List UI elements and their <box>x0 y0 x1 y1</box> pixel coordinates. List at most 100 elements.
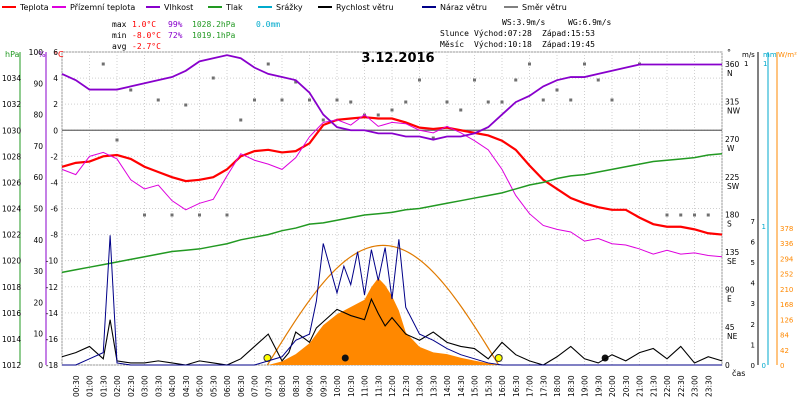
tick-time: 11:30 <box>374 375 383 397</box>
solar-max-curve <box>266 244 499 366</box>
wind-dir-mark <box>610 98 614 102</box>
wind-dir-mark <box>514 78 518 82</box>
wind-dir-mark <box>156 98 160 102</box>
tick-time: 07:30 <box>264 375 273 397</box>
tick-temp: -14 <box>46 309 58 318</box>
tick-time: 08:30 <box>292 375 301 397</box>
axis-unit-ms: m/s <box>742 51 755 59</box>
tick-dir-label: NE <box>727 332 738 341</box>
tick-dir-value: 180 <box>725 210 740 219</box>
wind-dir-mark <box>431 136 435 140</box>
axes: hPa% °C1034103210301028102610241022102010… <box>2 48 797 397</box>
tick-ms: 6 <box>751 238 756 246</box>
wind-dir-mark <box>445 100 449 104</box>
axis-unit-pct: % <box>38 50 46 59</box>
legend-label: Tlak <box>225 3 243 12</box>
tick-time: 01:00 <box>86 375 95 397</box>
series-lines <box>61 54 723 366</box>
stat-max-press: 1028.2hPa <box>192 20 236 29</box>
tick-temp: 2 <box>53 100 58 109</box>
tick-time: 04:30 <box>182 375 191 397</box>
moonrise-marker <box>341 354 349 362</box>
series-tlak <box>61 152 723 274</box>
tick-dir-label: NW <box>727 107 741 116</box>
tick-pct: 20 <box>33 298 43 307</box>
stat-min-label: min <box>112 31 127 40</box>
legend-label: Přízemní teplota <box>70 3 135 12</box>
stat-max-rain: 0.0mm <box>256 20 280 29</box>
tick-dir-value: 45 <box>725 323 735 332</box>
tick-temp: -8 <box>51 231 59 240</box>
tick-time: 13:30 <box>429 375 438 397</box>
wind-dir-mark <box>115 138 119 142</box>
solar-radiation <box>263 244 609 366</box>
tick-time: 18:30 <box>567 375 576 397</box>
tick-dir-value: 0 <box>725 361 730 370</box>
legend-bg <box>0 0 800 14</box>
wind-dir-mark <box>211 76 215 80</box>
tick-hpa: 1014 <box>2 335 21 344</box>
tick-temp: 0 <box>53 126 58 135</box>
tick-temp: -18 <box>46 361 58 370</box>
solar-area <box>268 278 500 365</box>
series-rychlost-větru <box>61 297 723 366</box>
tick-pct: 10 <box>33 330 43 339</box>
tick-time: 09:30 <box>319 375 328 397</box>
tick-time: 03:30 <box>154 375 163 397</box>
tick-ms-top: 1 <box>744 60 748 68</box>
tick-time: 04:00 <box>168 375 177 397</box>
tick-temp: -16 <box>46 335 58 344</box>
tick-time: 08:00 <box>278 375 287 397</box>
tick-ms: 1 <box>751 341 755 349</box>
axis-unit-dir: ° <box>727 48 731 57</box>
tick-time: 05:00 <box>196 375 205 397</box>
wind-dir-mark <box>280 98 284 102</box>
tick-pct: 100 <box>29 48 44 57</box>
wind-dir-mark <box>376 113 380 117</box>
wind-dir-mark <box>486 100 490 104</box>
tick-hpa: 1022 <box>2 231 21 240</box>
legend: Teplota Přízemní teplota Vlhkost Tlak Srážky… <box>0 0 800 14</box>
tick-pct: 40 <box>33 236 43 245</box>
legend-label: Rychlost větru <box>336 3 393 12</box>
tick-time: 15:30 <box>484 375 493 397</box>
wind-dir-mark <box>569 98 573 102</box>
tick-dir-value: 135 <box>725 248 740 257</box>
tick-time: 14:00 <box>443 375 452 397</box>
tick-time: 20:00 <box>608 375 617 397</box>
stat-max-hum: 99% <box>168 20 183 29</box>
tick-time: 22:30 <box>677 375 686 397</box>
tick-dir-label: SW <box>727 182 740 191</box>
tick-pct: 60 <box>33 173 43 182</box>
tick-temp: -6 <box>51 205 59 214</box>
tick-dir-value: 315 <box>725 98 740 107</box>
chart-title: 3.12.2016 <box>361 51 434 66</box>
wind-dir-mark <box>184 103 188 107</box>
series-teplota <box>61 116 723 236</box>
tick-hpa: 1026 <box>2 178 21 187</box>
wind-dir-mark <box>239 118 243 122</box>
tick-hpa: 1018 <box>2 283 21 292</box>
tick-time: 16:30 <box>512 375 521 397</box>
stat-avg-temp: -2.7°C <box>132 42 161 51</box>
stat-sun-set: Západ:15:53 <box>542 29 595 38</box>
wind-dir-mark <box>706 213 710 217</box>
legend-label: Srážky <box>276 3 303 12</box>
tick-temp: -12 <box>46 283 58 292</box>
tick-time: 23:30 <box>704 375 713 397</box>
wind-dir-mark <box>500 100 504 104</box>
tick-mm: 0 <box>762 362 766 370</box>
tick-time: 12:00 <box>388 375 397 397</box>
tick-time: 00:30 <box>72 375 81 397</box>
tick-wm: 126 <box>780 316 794 324</box>
tick-wm: 378 <box>780 225 793 233</box>
wind-dir-mark <box>253 98 256 102</box>
tick-dir-value: 225 <box>725 173 740 182</box>
tick-time: 23:00 <box>691 375 700 397</box>
tick-ms: 3 <box>751 300 755 308</box>
tick-wm: 210 <box>780 286 793 294</box>
tick-dir-value: 90 <box>725 286 735 295</box>
tick-dir-value: 270 <box>725 135 740 144</box>
